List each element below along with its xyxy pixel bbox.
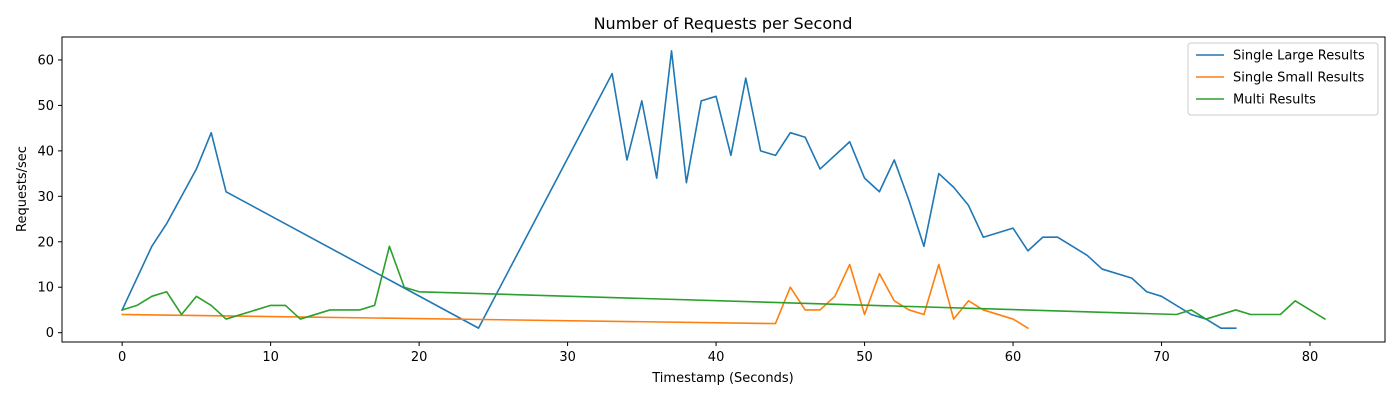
series-line-1 xyxy=(121,50,1237,329)
x-axis-ticks: 0 10 20 30 40 50 60 70 80 xyxy=(118,342,1318,365)
y-axis-ticks: 0 10 20 30 40 50 60 xyxy=(37,53,62,341)
y-tick-label: 20 xyxy=(37,235,54,250)
x-axis-label: Timestamp (Seconds) xyxy=(651,371,793,386)
legend-box xyxy=(1187,42,1379,116)
x-tick-label: 40 xyxy=(708,350,725,365)
x-tick-label: 0 xyxy=(118,350,126,365)
x-tick-label: 30 xyxy=(559,350,576,365)
plot-frame xyxy=(61,36,1386,343)
y-tick-label: 10 xyxy=(37,281,54,296)
x-tick-label: 70 xyxy=(1153,350,1170,365)
x-tick-label: 60 xyxy=(1005,350,1022,365)
y-tick-label: 0 xyxy=(46,326,54,341)
y-tick-label: 40 xyxy=(37,144,54,159)
y-axis-label: Requests/sec xyxy=(15,146,30,232)
x-tick-label: 50 xyxy=(856,350,873,365)
y-tick-label: 30 xyxy=(37,190,54,205)
chart-title: Number of Requests per Second xyxy=(594,14,853,33)
x-tick-label: 80 xyxy=(1302,350,1319,365)
plot-lines xyxy=(121,50,1326,330)
legend-label-3: Multi Results xyxy=(1233,93,1316,108)
x-tick-label: 20 xyxy=(411,350,428,365)
legend: Single Large Results Single Small Results… xyxy=(1187,42,1379,116)
y-tick-label: 50 xyxy=(37,99,54,114)
legend-label-2: Single Small Results xyxy=(1233,71,1365,86)
x-tick-label: 10 xyxy=(262,350,279,365)
series-line-2 xyxy=(121,263,1029,330)
y-tick-label: 60 xyxy=(37,53,54,68)
legend-label-1: Single Large Results xyxy=(1233,49,1365,64)
series-line-3 xyxy=(121,245,1326,321)
